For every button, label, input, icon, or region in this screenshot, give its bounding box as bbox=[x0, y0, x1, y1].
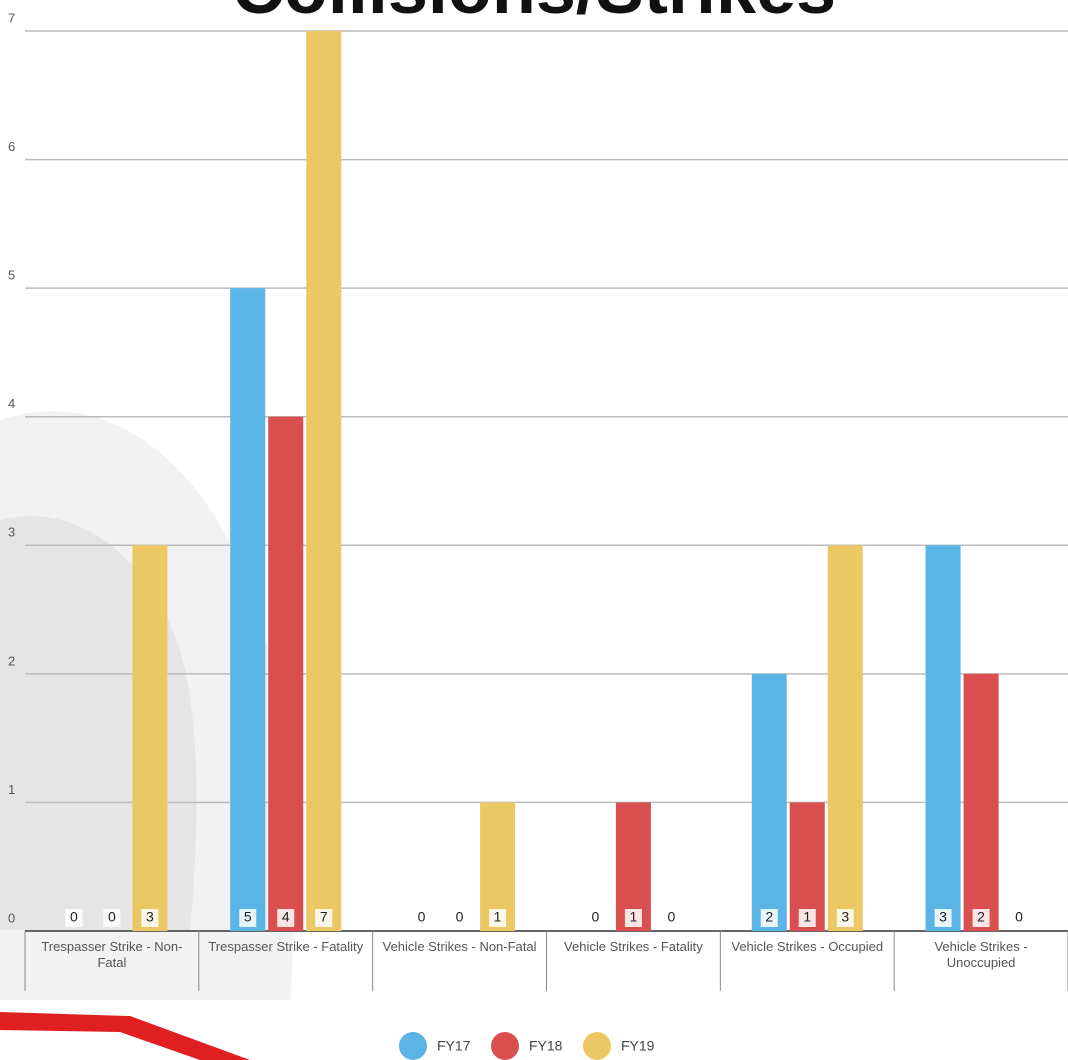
value-label: 0 bbox=[456, 909, 464, 925]
legend-label: FY19 bbox=[621, 1038, 655, 1054]
value-label: 0 bbox=[592, 909, 600, 925]
x-tick-label: Vehicle Strikes - Fatality bbox=[564, 939, 703, 954]
x-tick-label: Vehicle Strikes - Non-Fatal bbox=[382, 939, 537, 954]
value-label-box bbox=[451, 909, 469, 927]
bar bbox=[132, 545, 168, 931]
bar bbox=[751, 673, 787, 931]
value-label-box bbox=[934, 909, 952, 927]
y-tick-label: 4 bbox=[8, 396, 15, 411]
value-label-box bbox=[65, 909, 83, 927]
x-tick-label: Trespasser Strike - Fatality bbox=[208, 939, 364, 954]
value-label-box bbox=[836, 909, 854, 927]
value-label: 3 bbox=[146, 909, 154, 925]
y-tick-label: 2 bbox=[8, 653, 15, 668]
y-tick-label: 0 bbox=[8, 910, 15, 925]
value-label: 3 bbox=[939, 909, 947, 925]
value-label-box bbox=[798, 909, 816, 927]
value-label-box bbox=[489, 909, 507, 927]
value-label-box bbox=[315, 909, 333, 927]
bar bbox=[963, 673, 999, 931]
value-label: 0 bbox=[418, 909, 426, 925]
value-label-box bbox=[586, 909, 604, 927]
value-label-box bbox=[103, 909, 121, 927]
bar bbox=[827, 545, 863, 931]
bar bbox=[230, 288, 266, 932]
legend-swatch bbox=[491, 1032, 519, 1060]
value-label: 0 bbox=[668, 909, 676, 925]
y-tick-label: 7 bbox=[8, 10, 15, 25]
value-label: 0 bbox=[108, 909, 116, 925]
value-label-box bbox=[277, 909, 295, 927]
y-tick-label: 5 bbox=[8, 268, 15, 283]
legend-label: FY17 bbox=[437, 1038, 471, 1054]
value-label-box bbox=[624, 909, 642, 927]
value-label-box bbox=[1010, 909, 1028, 927]
value-label: 0 bbox=[1015, 909, 1023, 925]
value-label: 7 bbox=[320, 909, 328, 925]
value-label: 1 bbox=[630, 909, 638, 925]
y-tick-label: 6 bbox=[8, 139, 15, 154]
legend-swatch bbox=[583, 1032, 611, 1060]
value-label: 2 bbox=[977, 909, 985, 925]
value-label: 4 bbox=[282, 909, 290, 925]
value-label-box bbox=[662, 909, 680, 927]
value-label: 1 bbox=[803, 909, 811, 925]
x-tick-label: Trespasser Strike - Non-Fatal bbox=[41, 939, 183, 970]
value-label-box bbox=[760, 909, 778, 927]
value-label-box bbox=[141, 909, 159, 927]
value-label-box bbox=[239, 909, 257, 927]
bar bbox=[925, 545, 961, 931]
legend-swatch bbox=[399, 1032, 427, 1060]
value-label: 0 bbox=[70, 909, 78, 925]
y-tick-label: 1 bbox=[8, 782, 15, 797]
chart-title: Collisions/Strikes bbox=[232, 0, 836, 29]
y-tick-label: 3 bbox=[8, 525, 15, 540]
value-label: 1 bbox=[494, 909, 502, 925]
value-label-box bbox=[972, 909, 990, 927]
bar bbox=[306, 31, 342, 931]
legend-label: FY18 bbox=[529, 1038, 563, 1054]
x-tick-label: Vehicle Strikes - Occupied bbox=[731, 939, 884, 954]
value-label: 2 bbox=[765, 909, 773, 925]
value-label-box bbox=[413, 909, 431, 927]
bar bbox=[268, 416, 304, 931]
value-label: 5 bbox=[244, 909, 252, 925]
x-tick-label: Vehicle Strikes - Unoccupied bbox=[934, 939, 1028, 970]
value-label: 3 bbox=[841, 909, 849, 925]
